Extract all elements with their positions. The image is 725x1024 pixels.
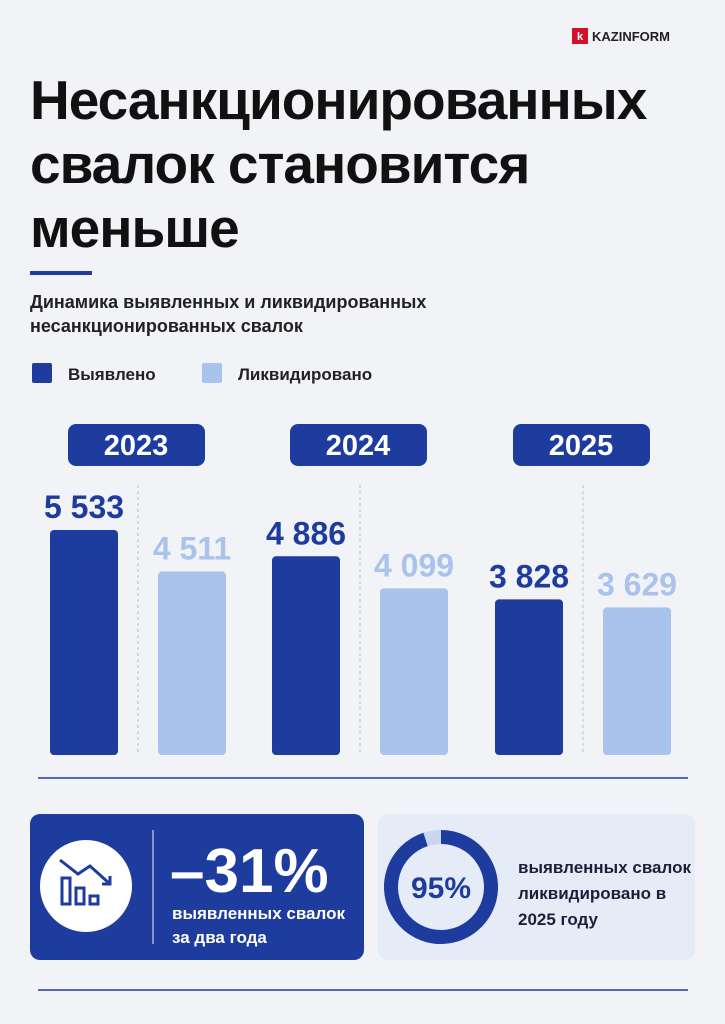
brand: KAZINFORM (592, 29, 670, 44)
title-underline (30, 271, 92, 275)
legend-swatch (202, 363, 222, 383)
value-label: 4 886 (266, 515, 346, 551)
bar (603, 607, 671, 755)
legend-label: Выявлено (68, 365, 156, 384)
bar (158, 571, 226, 755)
x-tick-label: 2024 (326, 430, 391, 462)
stat-text: выявленных свалок за два года (172, 904, 345, 947)
legend-swatch (32, 363, 52, 383)
bar (272, 556, 340, 755)
brand-logo (572, 28, 588, 44)
title: Несанкционированных свалок становится ме… (30, 69, 647, 259)
ring-arc (384, 830, 498, 944)
bar (495, 599, 563, 755)
stat-box (378, 814, 695, 960)
value-label: 4 099 (374, 547, 454, 583)
icon (59, 858, 112, 906)
x-tick-label: 2023 (104, 430, 169, 462)
year-pill (513, 424, 650, 466)
brand-logo-letter: k (577, 31, 584, 43)
year-pill (68, 424, 205, 466)
bar (50, 530, 118, 755)
icon-circle (40, 840, 132, 932)
bar (380, 588, 448, 755)
value-label: 5 533 (44, 489, 124, 525)
stat-text: выявленных свалок ликвидировано в 2025 г… (518, 858, 691, 929)
stat-value: –31% (170, 837, 329, 906)
value-label: 3 629 (597, 566, 677, 602)
value-label: 3 828 (489, 558, 569, 594)
x-tick-label: 2025 (549, 430, 614, 462)
legend-label: Ликвидировано (238, 365, 372, 384)
subtitle: Динамика выявленных и ликвидированных не… (30, 292, 427, 336)
year-pill (290, 424, 427, 466)
value-label: 4 511 (153, 531, 231, 567)
stat-value: 95% (411, 872, 471, 905)
